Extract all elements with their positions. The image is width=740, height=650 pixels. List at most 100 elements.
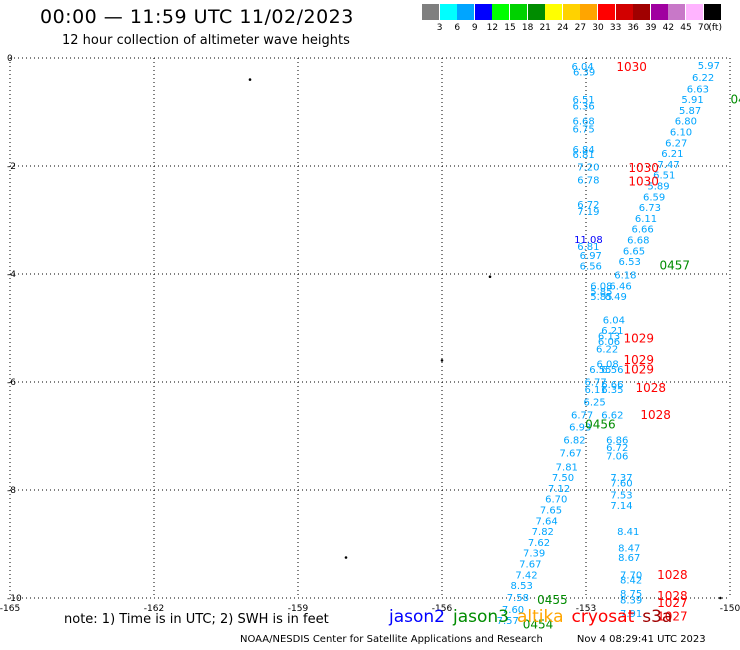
swh-point-label: 6.22	[692, 73, 714, 84]
time-label: 1028	[640, 408, 671, 422]
swh-point-label: 7.91	[620, 609, 642, 620]
time-label: 1028	[636, 381, 667, 395]
swh-point-label: 6.72	[606, 443, 628, 454]
swh-point-label: 8.47	[618, 543, 640, 554]
time-label: 1029	[624, 363, 655, 377]
swh-point-label: 6.18	[614, 271, 636, 282]
swh-point-label: 6.10	[670, 128, 692, 139]
swh-point-label: 6.08	[596, 360, 618, 371]
color-swatch	[686, 4, 703, 20]
swh-point-label: 6.04	[603, 315, 625, 326]
swh-point-label: 6.25	[584, 398, 606, 409]
color-swatch	[527, 4, 545, 20]
swh-point-label: 8.75	[620, 589, 642, 600]
y-tick-label: -4	[7, 270, 16, 280]
swh-point-label: 7.39	[523, 549, 545, 560]
swh-point-label: 6.46	[609, 281, 631, 292]
color-scale-label: 18	[521, 23, 534, 33]
footer-note: note: 1) Time is in UTC; 2) SWH is in fe…	[64, 612, 329, 627]
swh-point-label: 7.37	[610, 473, 632, 484]
swh-point-label: 6.62	[601, 410, 623, 421]
swh-point-label: 6.65	[623, 246, 645, 257]
color-swatch	[510, 4, 527, 20]
time-label: 1028	[657, 589, 688, 603]
swh-point-label: 8.67	[618, 553, 640, 564]
swh-point-label: 7.67	[519, 560, 541, 571]
time-label: 0456	[585, 418, 616, 432]
credit-timestamp: Nov 4 08:29:41 UTC 2023	[576, 634, 706, 645]
swh-point-label: 6.84	[572, 145, 594, 156]
time-label: 1030	[628, 175, 659, 189]
x-tick-label: -165	[0, 604, 20, 614]
color-swatch	[598, 4, 615, 20]
swh-point-label: 7.60	[610, 479, 632, 490]
swh-point-label: 8.41	[617, 527, 639, 538]
swh-point-label: 6.70	[545, 495, 567, 506]
swh-point-label: 5.97	[698, 61, 720, 72]
swh-point-label: 6.66	[601, 380, 623, 391]
swh-point-label: 6.75	[572, 124, 594, 135]
color-scale-unit: (ft)	[708, 23, 722, 33]
swh-point-label: 6.49	[605, 292, 627, 303]
y-tick-label: -2	[7, 162, 16, 172]
swh-point-label: 6.21	[661, 149, 683, 160]
page-subtitle: 12 hour collection of altimeter wave hei…	[62, 33, 350, 48]
swh-point-label: 7.47	[657, 160, 679, 171]
swh-point-label: 7.50	[552, 473, 574, 484]
swh-point-label: 6.72	[577, 200, 599, 211]
swh-point-label: 6.63	[687, 84, 709, 95]
page-title: 00:00 — 11:59 UTC 11/02/2023	[40, 6, 354, 28]
color-swatch	[457, 4, 475, 20]
swh-point-label: 6.36	[572, 102, 594, 113]
swh-point-label: 7.14	[610, 501, 632, 512]
swh-point-label: 6.93	[569, 422, 591, 433]
swh-point-label: 11.08	[574, 235, 603, 246]
land-mark	[719, 596, 722, 600]
swh-point-label: 7.82	[532, 527, 554, 538]
color-scale-label: 24	[557, 23, 569, 33]
color-scale-label: 12	[486, 23, 499, 33]
color-swatch	[615, 4, 633, 20]
swh-point-label: 6.82	[563, 435, 585, 446]
color-scale-label: 33	[609, 23, 622, 33]
color-swatch	[439, 4, 457, 20]
land-mark	[440, 359, 444, 362]
swh-point-label: 7.42	[515, 570, 537, 581]
color-scale-label: 45	[680, 23, 692, 33]
time-label: 045	[731, 93, 740, 107]
legend-item-jason2: jason2	[389, 607, 445, 627]
time-label: 1029	[624, 353, 655, 367]
swh-point-label: 8.42	[620, 576, 642, 587]
credit-text: NOAA/NESDIS Center for Satellite Applica…	[240, 634, 543, 645]
swh-point-label: 6.81	[572, 150, 594, 161]
color-swatch	[492, 4, 510, 20]
swh-point-label: 6.78	[577, 176, 599, 187]
swh-point-label: 7.57	[497, 616, 519, 627]
swh-point-label: 7.65	[540, 506, 562, 517]
swh-point-label: 6.35	[601, 385, 623, 396]
swh-point-label: 6.81	[577, 242, 599, 253]
swh-point-label: 5.85	[590, 287, 612, 298]
swh-point-label: 6.08	[590, 281, 612, 292]
swh-point-label: 6.66	[632, 225, 654, 236]
swh-point-label: 6.56	[601, 365, 623, 376]
y-tick-label: -10	[7, 594, 22, 604]
swh-point-label: 7.67	[560, 448, 582, 459]
color-scale-label: 70	[697, 23, 710, 33]
swh-point-label: 8.39	[620, 596, 642, 607]
land-mark	[248, 78, 252, 81]
color-scale-label: 27	[574, 23, 587, 33]
y-tick-label: -8	[7, 486, 16, 496]
color-scale-label: 30	[592, 23, 604, 33]
time-label: 1030	[616, 60, 647, 74]
color-swatch	[633, 4, 651, 20]
swh-point-label: 6.04	[572, 62, 594, 73]
color-scale-label: 39	[645, 23, 657, 33]
time-label: 1027	[657, 596, 688, 610]
swh-point-label: 5.91	[681, 95, 703, 106]
swh-point-label: 6.55	[589, 365, 611, 376]
time-label: 0455	[537, 593, 568, 607]
swh-point-label: 7.19	[577, 207, 599, 218]
color-scale-label: 6	[454, 23, 461, 33]
swh-point-label: 6.11	[635, 214, 657, 225]
